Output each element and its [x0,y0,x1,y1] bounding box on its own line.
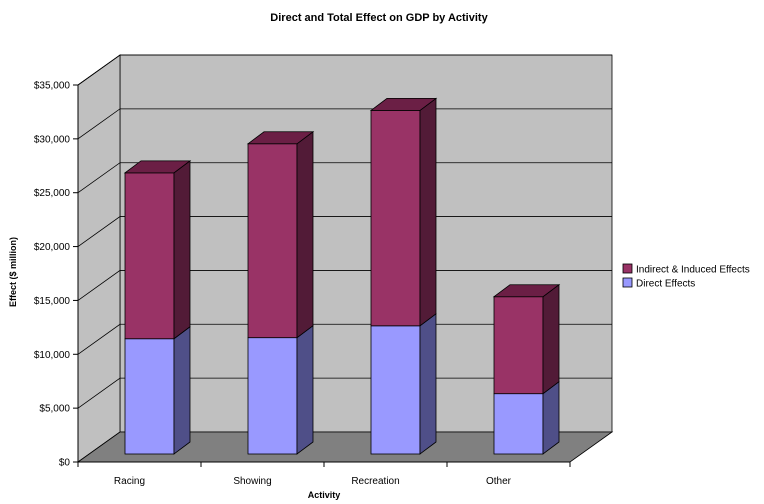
plot-area: $0 $5,000 $10,000 $15,000 $20,000 $25,000 $30,… [34,54,614,487]
bar-side [173,160,191,340]
bar-top [246,131,315,145]
bar-side [419,97,437,327]
legend: Indirect & Induced Effects Direct Effects [622,263,750,290]
chart-title: Direct and Total Effect on GDP by Activi… [270,12,488,24]
bar-side [173,325,191,455]
bar-side [296,130,314,339]
bar-front [124,338,175,455]
bar-side [296,324,314,455]
y-tick-label: $0 [59,458,71,469]
x-tick-label: Other [486,476,512,487]
gridline [77,377,612,409]
legend-label: Direct Effects [636,279,695,290]
x-axis-title: Activity [308,490,341,500]
x-tick-label: Recreation [351,476,399,487]
y-tick-label: $30,000 [34,134,71,145]
bar-stack [123,160,192,455]
axes [73,84,571,467]
bar-top [123,160,192,174]
bar-top [492,284,561,298]
y-axis-title: Effect ($ million) [8,237,18,307]
y-tick-label: $15,000 [34,296,71,307]
gridline [77,162,612,194]
gridlines [77,54,612,409]
x-tick-label: Showing [233,476,271,487]
bar-side [419,313,437,455]
bar-front [247,143,298,339]
x-tick-labels: Racing Showing Recreation Other [114,476,512,487]
bar-stack [246,130,315,455]
bar-front [247,337,298,455]
gridline [77,54,612,86]
bar-stack [369,97,438,455]
y-tick-label: $25,000 [34,188,71,199]
bar-front [124,172,175,340]
bar-front [493,296,544,395]
y-tick-label: $10,000 [34,350,71,361]
bar-side [542,380,560,455]
y-tick-label: $20,000 [34,242,71,253]
gridline [77,323,612,355]
bar-front [370,109,421,327]
bar-top [369,97,438,111]
x-tick-label: Racing [114,476,145,487]
gridline [77,270,612,301]
bar-front [370,325,421,455]
bar-stack [492,283,561,455]
bar-side [542,283,560,395]
legend-swatch [622,277,633,288]
gridline [77,108,612,140]
y-tick-label: $35,000 [34,81,71,92]
y-tick-labels: $0 $5,000 $10,000 $15,000 $20,000 $25,000 $30,… [34,81,71,469]
side-wall [77,54,121,463]
legend-label: Indirect & Induced Effects [636,265,750,276]
bars [123,97,561,455]
y-tick-label: $5,000 [39,404,70,415]
legend-swatch [622,263,633,274]
gridline [77,216,612,247]
bar-front [493,393,544,455]
